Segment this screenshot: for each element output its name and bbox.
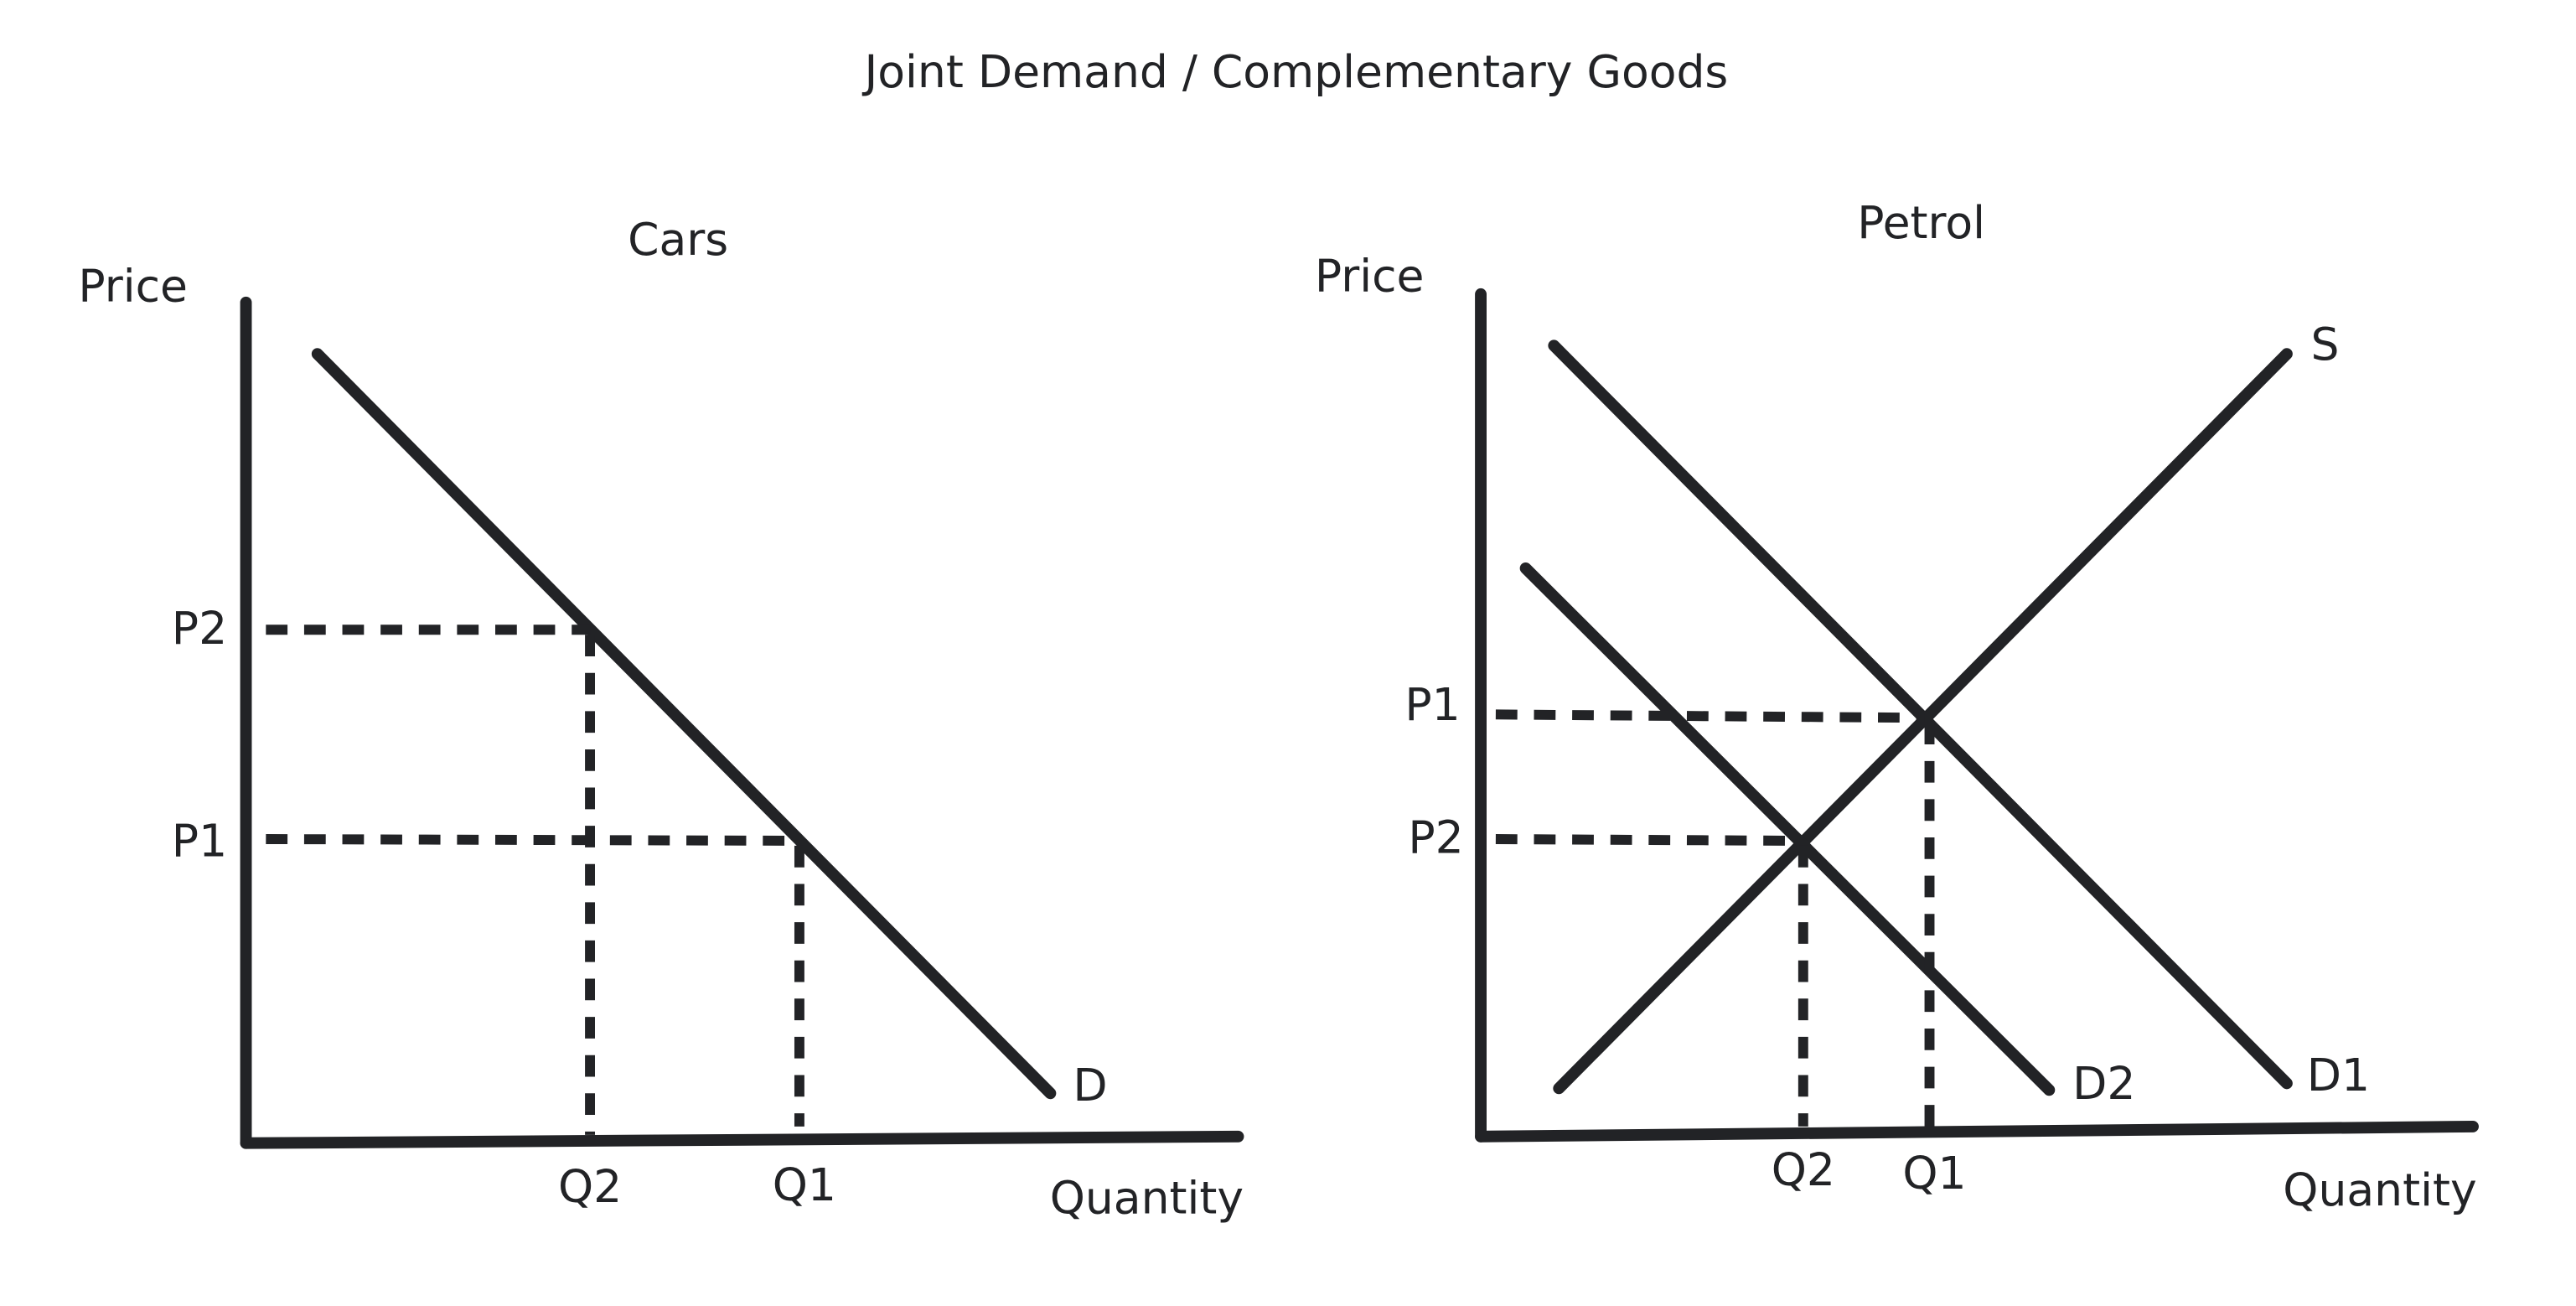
price-label: P2 — [1408, 811, 1463, 864]
guide-line — [1495, 709, 1925, 723]
x-axis-label: Quantity — [2283, 1163, 2476, 1216]
quantity-label: Q2 — [558, 1160, 622, 1213]
cars-panel: Cars Price Quantity P2 P1 Q2 Q1 D — [78, 213, 1244, 1225]
panel-title: Cars — [628, 213, 728, 266]
petrol-panel: Petrol Price Quantity P1 P2 Q2 Q1 S D2 D… — [1315, 196, 2479, 1216]
guide-line — [266, 834, 798, 846]
quantity-label: Q1 — [773, 1158, 836, 1211]
title: Joint Demand / Complementary Goods — [862, 45, 1729, 98]
demand-curve — [1519, 562, 2056, 1096]
y-axis-label: Price — [1315, 250, 1425, 303]
x-axis-label: Quantity — [1050, 1172, 1244, 1225]
price-label: P2 — [172, 602, 227, 655]
demand-curve — [311, 348, 1057, 1100]
guide-line — [1495, 834, 1800, 846]
price-label: P1 — [1404, 678, 1460, 731]
quantity-label: Q2 — [1772, 1143, 1835, 1196]
curve-label: D1 — [2307, 1049, 2370, 1101]
price-label: P1 — [172, 815, 227, 868]
panel-title: Petrol — [1857, 196, 1985, 249]
curve-label: D2 — [2072, 1057, 2135, 1110]
x-axis — [240, 1130, 1244, 1149]
y-axis-label: Price — [78, 260, 188, 313]
x-axis — [1475, 1120, 2479, 1143]
quantity-label: Q1 — [1902, 1147, 1966, 1200]
curve-label: D — [1073, 1059, 1107, 1112]
curve-label: S — [2311, 318, 2340, 371]
